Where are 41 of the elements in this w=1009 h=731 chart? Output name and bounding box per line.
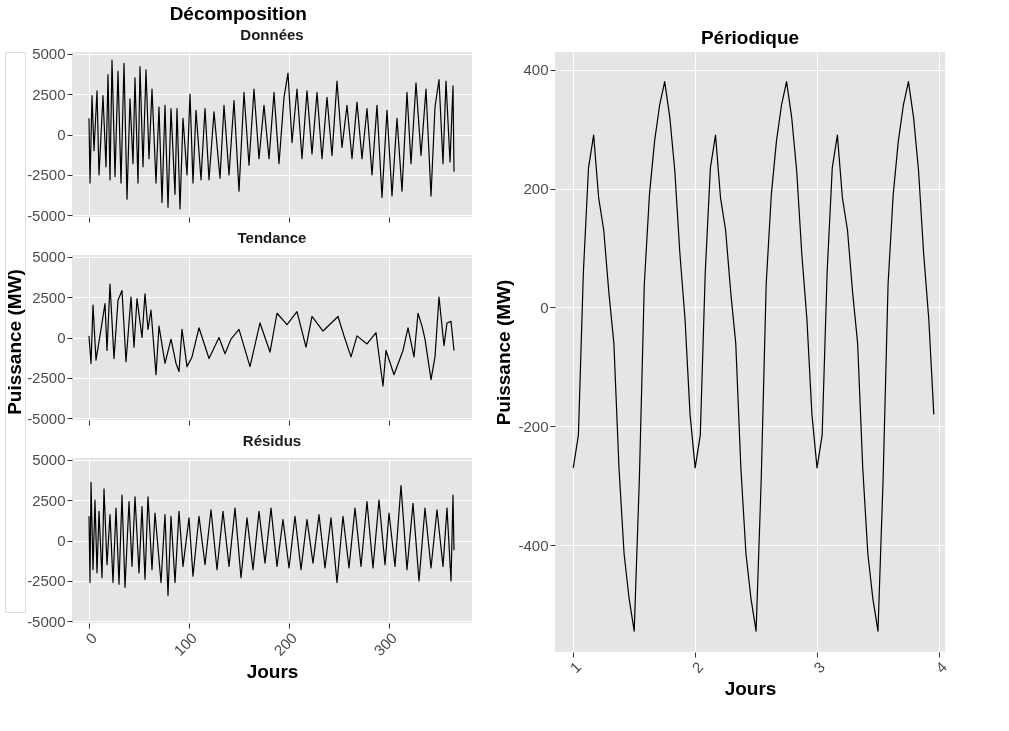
y-tick-label: -2500 <box>27 166 66 184</box>
chart-title: Décomposition <box>169 2 307 24</box>
x-tick-label: 200 <box>270 629 301 659</box>
y-tick-label: 0 <box>57 532 66 549</box>
line-series <box>88 481 455 597</box>
y-tick-label: 2500 <box>32 491 66 509</box>
x-axis-title: Jours <box>724 678 777 700</box>
x-axis-title: Jours <box>246 660 299 682</box>
x-tick-label: 0 <box>82 629 101 648</box>
y-tick-label: -200 <box>518 417 549 435</box>
y-tick-label: -5000 <box>27 409 66 427</box>
y-tick-label: 0 <box>540 298 549 316</box>
y-axis-title: Puissance (MW) <box>493 279 515 426</box>
y-tick-label: -2500 <box>27 572 66 590</box>
line-series <box>88 283 455 387</box>
y-tick-label: 5000 <box>32 248 66 266</box>
y-tick-label: -2500 <box>27 369 66 387</box>
y-tick-label: 5000 <box>32 45 66 63</box>
y-tick-label: 400 <box>523 61 549 79</box>
y-tick-label: 0 <box>57 329 66 346</box>
x-tick-label: 1 <box>566 658 585 677</box>
x-tick-label: 100 <box>170 629 201 659</box>
y-tick-label: 2500 <box>32 85 66 103</box>
y-tick-label: -5000 <box>27 612 66 630</box>
chart-title: Périodique <box>700 27 800 48</box>
y-tick-label: -400 <box>518 536 549 554</box>
y-axis-title: Puissance (MW) <box>4 269 25 415</box>
y-tick-label: 2500 <box>32 288 66 306</box>
chart-subtitle: Données <box>240 25 304 43</box>
x-tick-label: 300 <box>370 629 401 659</box>
line-series <box>572 81 935 632</box>
y-tick-label: -5000 <box>27 206 66 224</box>
line-series <box>88 59 455 210</box>
y-tick-label: 0 <box>57 126 66 143</box>
y-tick-label: 5000 <box>32 451 66 469</box>
chart-title: Résidus <box>242 431 302 449</box>
y-tick-label: 200 <box>523 180 549 198</box>
x-tick-label: 2 <box>688 658 707 677</box>
x-tick-label: 3 <box>810 658 829 677</box>
chart-title: Tendance <box>237 228 307 246</box>
x-tick-label: 4 <box>932 658 951 677</box>
